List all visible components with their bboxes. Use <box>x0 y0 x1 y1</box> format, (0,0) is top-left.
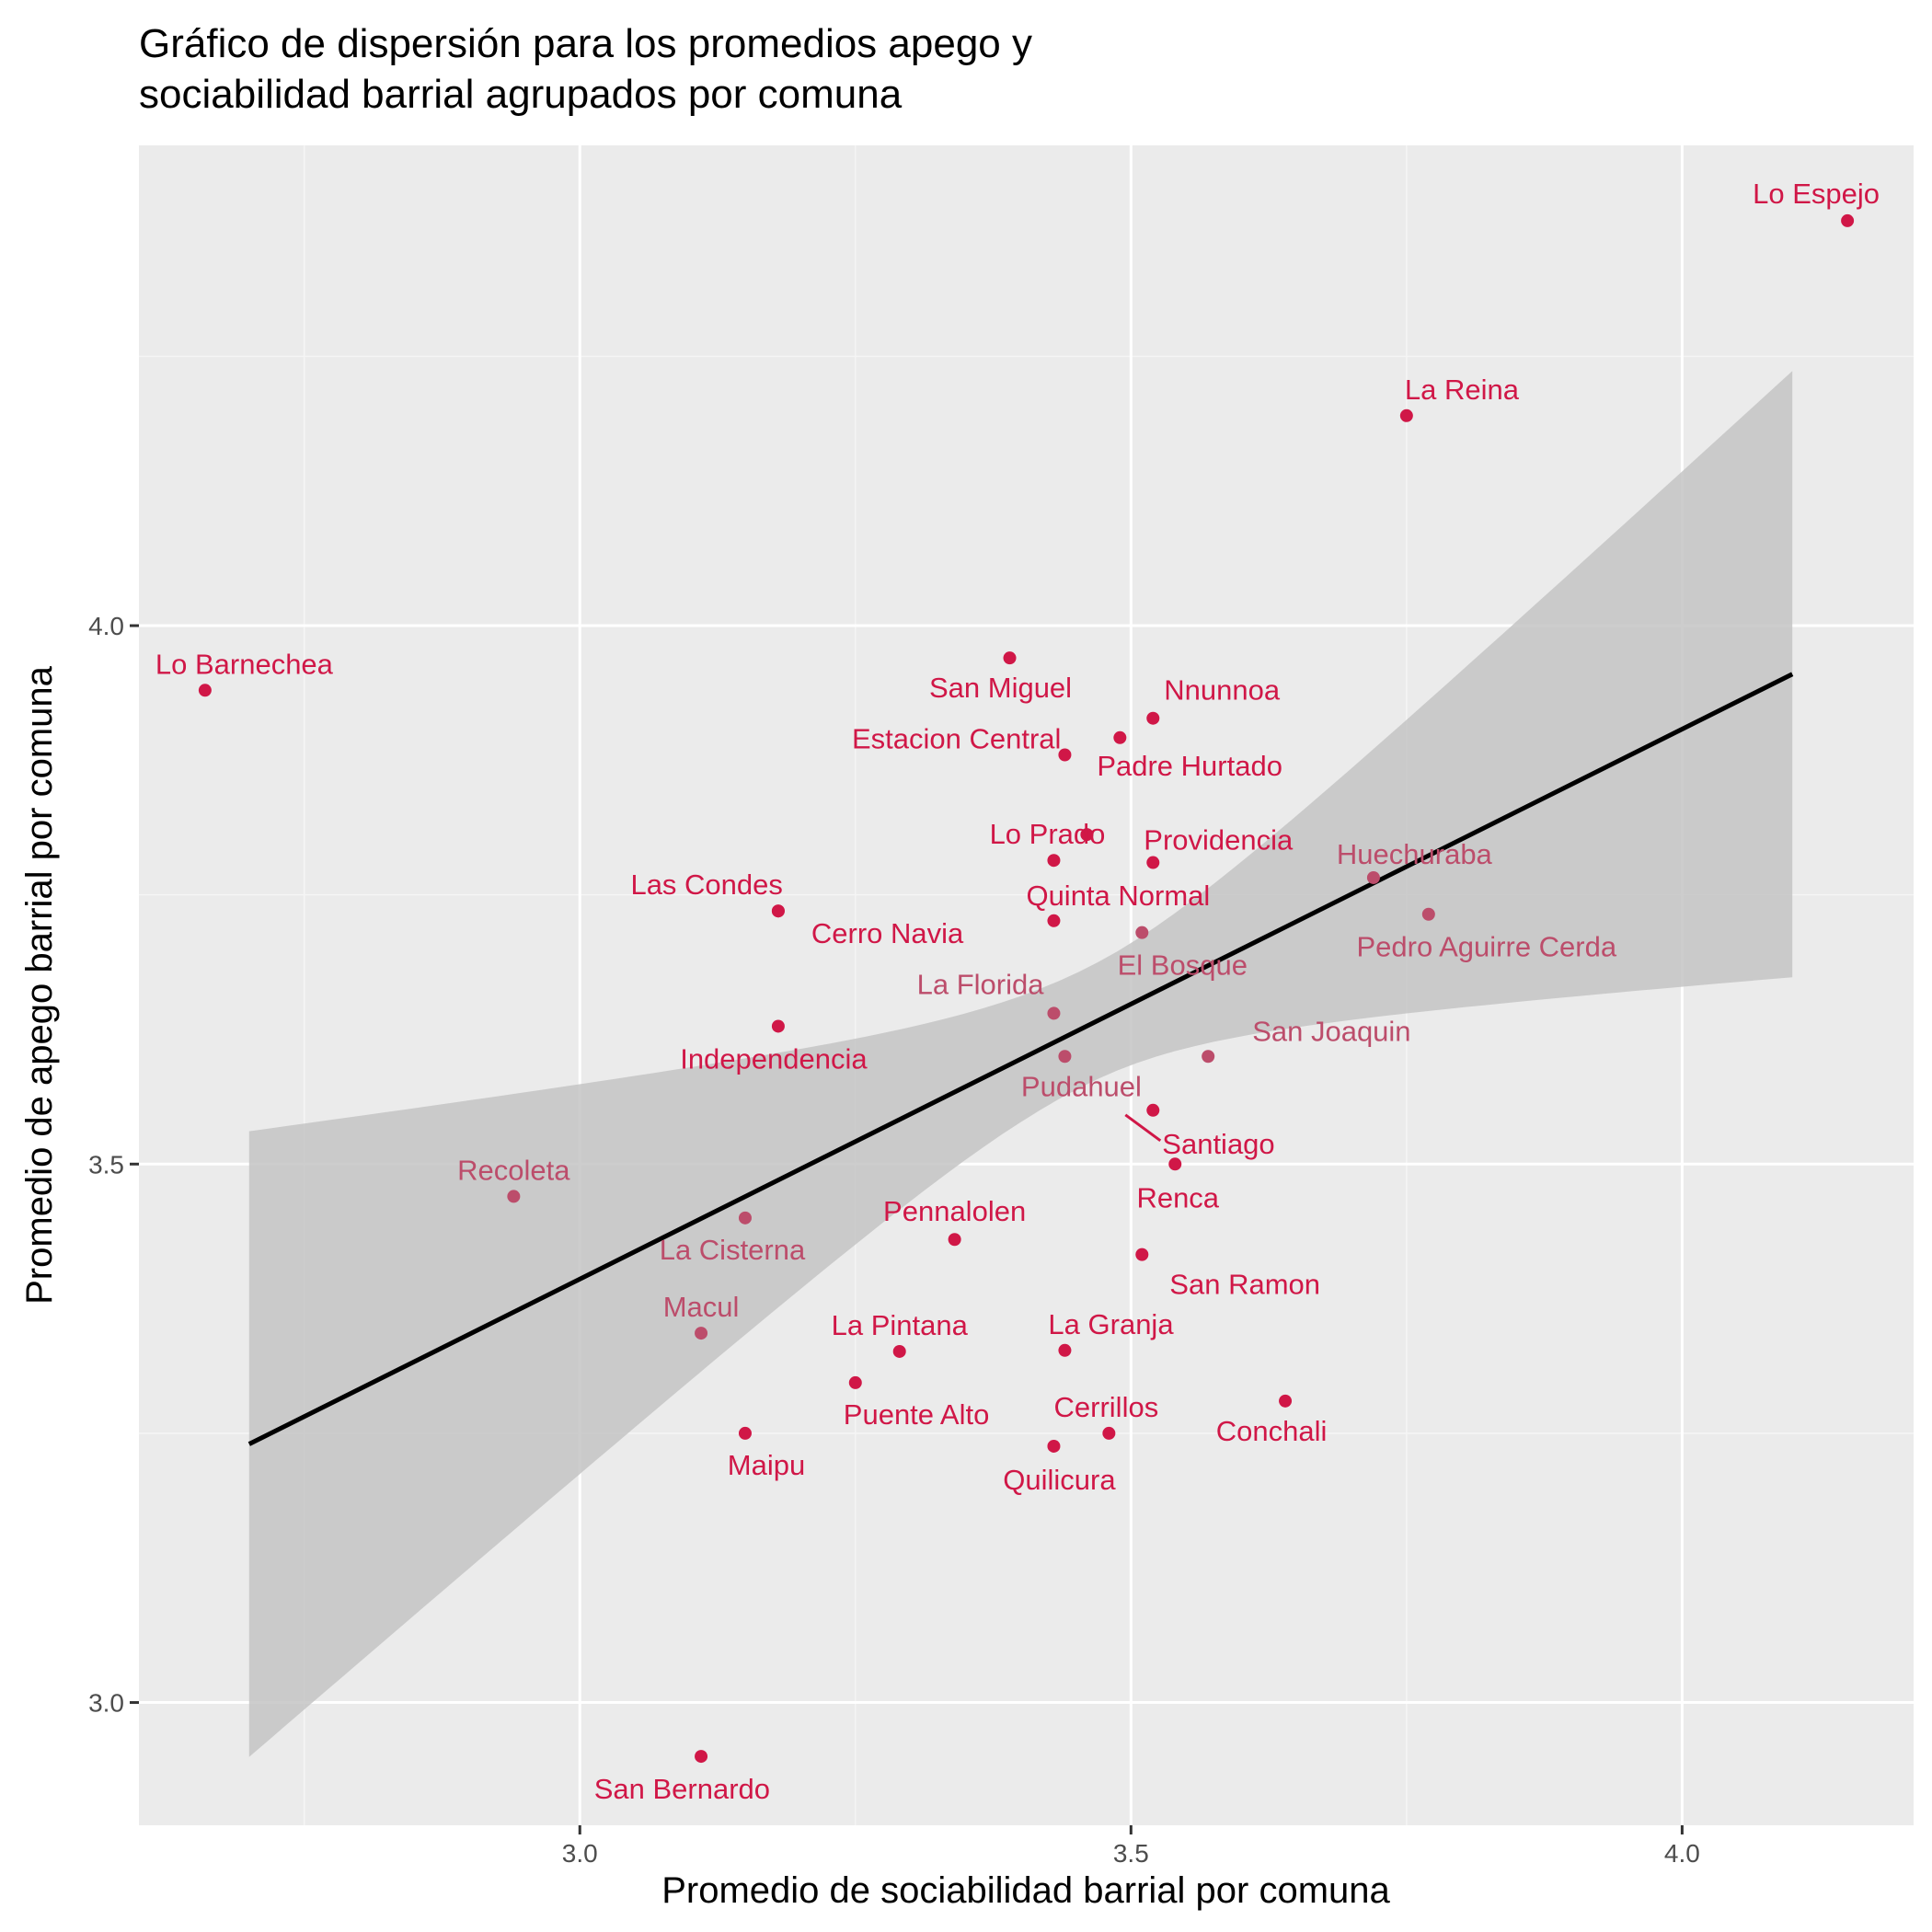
label-santiago: Santiago <box>1162 1128 1274 1160</box>
label-estacion-central: Estacion Central <box>852 723 1061 755</box>
point-lo-barnechea <box>198 684 212 697</box>
point-macul <box>695 1327 708 1340</box>
y-tick-label: 3.5 <box>88 1150 124 1179</box>
chart-title-line-2: sociabilidad barrial agrupados por comun… <box>139 72 903 117</box>
chart-title: Gráfico de dispersión para los promedios… <box>139 21 1032 117</box>
label-cerro-navia: Cerro Navia <box>811 917 964 949</box>
point-santiago <box>1146 1103 1160 1117</box>
label-quinta-normal: Quinta Normal <box>1026 880 1210 912</box>
point-la-pintana <box>892 1344 906 1358</box>
label-la-cisterna: La Cisterna <box>660 1234 806 1266</box>
point-pennalolen <box>948 1233 961 1247</box>
point-puente-alto <box>848 1375 862 1389</box>
label-renca: Renca <box>1136 1181 1219 1213</box>
x-axis: 3.0 3.5 4.0 <box>562 1825 1700 1868</box>
label-las-condes: Las Condes <box>630 868 782 901</box>
label-recoleta: Recoleta <box>457 1154 570 1186</box>
point-lo-espejo <box>1841 213 1855 227</box>
label-maipu: Maipu <box>728 1449 805 1481</box>
regression-line <box>247 672 1794 1446</box>
point-pudahuel <box>1058 1050 1072 1064</box>
label-pedro-aguirre-cerda: Pedro Aguirre Cerda <box>1357 931 1617 963</box>
point-padre-hurtado <box>1113 730 1127 744</box>
x-tick-label: 4.0 <box>1664 1839 1700 1868</box>
point-estacion-central <box>1058 748 1072 762</box>
point-conchali <box>1279 1394 1293 1408</box>
y-tick-label: 4.0 <box>88 612 124 640</box>
point-san-bernardo <box>695 1750 708 1764</box>
point-recoleta <box>507 1190 521 1203</box>
x-tick-label: 3.5 <box>1113 1839 1149 1868</box>
x-axis-title: Promedio de sociabilidad barrial por com… <box>661 1870 1390 1911</box>
point-lo-prado <box>1080 828 1094 842</box>
y-axis-title: Promedio de apego barrial por comuna <box>19 665 60 1305</box>
label-el-bosque: El Bosque <box>1118 949 1248 982</box>
point-san-ramon <box>1135 1248 1149 1261</box>
y-axis: 3.0 3.5 4.0 <box>88 612 139 1718</box>
label-la-reina: La Reina <box>1405 374 1520 406</box>
label-cerrillos: Cerrillos <box>1054 1391 1159 1423</box>
point-quinta-normal <box>1047 914 1061 927</box>
point-la-florida <box>1047 1006 1061 1020</box>
point-renca <box>1168 1157 1182 1171</box>
confidence-band <box>248 371 1793 1757</box>
point-quilicura <box>1047 1439 1061 1453</box>
point-la-reina <box>1399 408 1413 422</box>
label-conchali: Conchali <box>1216 1415 1328 1447</box>
point-lo-prado <box>1047 854 1061 868</box>
label-san-joaquin: San Joaquin <box>1252 1015 1410 1047</box>
point-san-miguel <box>1003 651 1017 665</box>
label-padre-hurtado: Padre Hurtado <box>1097 750 1282 782</box>
label-la-florida: La Florida <box>917 968 1045 1000</box>
label-providencia: Providencia <box>1144 824 1294 857</box>
point-cerrillos <box>1102 1426 1116 1440</box>
point-la-cisterna <box>738 1211 752 1225</box>
point-san-joaquin <box>1202 1050 1215 1064</box>
label-san-ramon: San Ramon <box>1169 1269 1320 1301</box>
point-providencia <box>1146 856 1160 869</box>
label-leader-santiago <box>1124 1113 1162 1142</box>
point-el-bosque <box>1135 926 1149 939</box>
label-macul: Macul <box>663 1291 740 1323</box>
point-maipu <box>738 1426 752 1440</box>
label-lo-barnechea: Lo Barnechea <box>155 648 334 680</box>
label-nnunnoa: Nnunnoa <box>1164 674 1281 707</box>
y-tick-label: 3.0 <box>88 1689 124 1718</box>
point-labels: Lo Espejo La Reina Lo Barnechea San Miguel N… <box>155 178 1880 1805</box>
data-points <box>198 213 1855 1764</box>
label-lo-espejo: Lo Espejo <box>1753 178 1880 210</box>
label-pudahuel: Pudahuel <box>1021 1070 1142 1102</box>
point-independencia <box>771 1019 785 1033</box>
label-pennalolen: Pennalolen <box>883 1195 1026 1227</box>
label-lo-prado: Lo Prado <box>990 818 1106 850</box>
point-pedro-aguirre-cerda <box>1421 907 1435 921</box>
label-la-pintana: La Pintana <box>832 1309 969 1341</box>
point-la-granja <box>1058 1343 1072 1357</box>
label-huechuraba: Huechuraba <box>1337 838 1493 870</box>
label-quilicura: Quilicura <box>1003 1464 1116 1496</box>
chart-title-line-1: Gráfico de dispersión para los promedios… <box>139 21 1032 66</box>
label-independencia: Independencia <box>680 1042 868 1075</box>
point-cerro-navia <box>771 904 785 918</box>
label-puente-alto: Puente Alto <box>844 1398 990 1431</box>
label-la-granja: La Granja <box>1048 1308 1174 1340</box>
x-tick-label: 3.0 <box>562 1839 598 1868</box>
label-san-bernardo: San Bernardo <box>594 1773 770 1805</box>
point-huechuraba <box>1366 870 1380 884</box>
point-nnunnoa <box>1146 711 1160 725</box>
label-san-miguel: San Miguel <box>929 672 1072 704</box>
